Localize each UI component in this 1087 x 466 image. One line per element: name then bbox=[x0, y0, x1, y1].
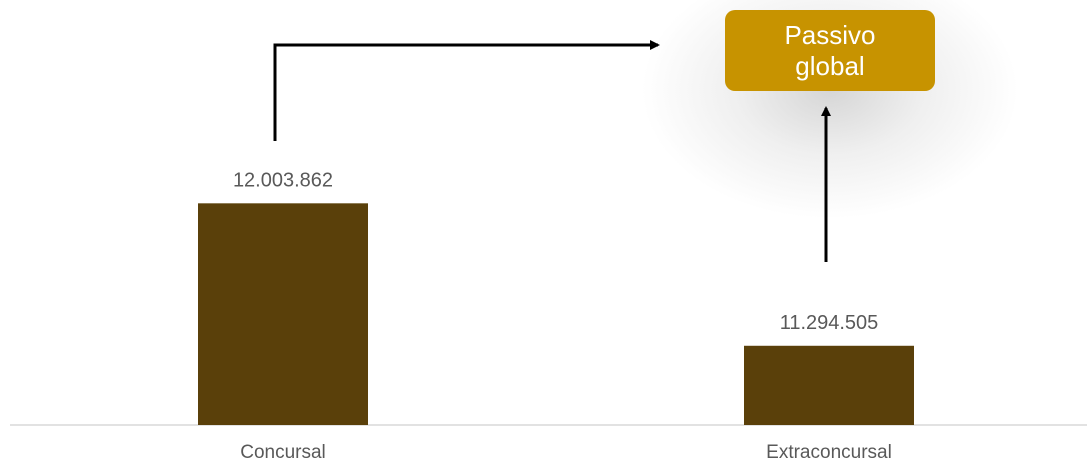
arrow-concursal-to-callout bbox=[273, 40, 660, 141]
category-label-concursal: Concursal bbox=[240, 442, 326, 463]
callout-label: Passivo global bbox=[784, 19, 876, 81]
bar-extraconcursal bbox=[744, 345, 914, 425]
category-label-extraconcursal: Extraconcursal bbox=[766, 442, 892, 463]
value-label-extraconcursal: 11.294.505 bbox=[780, 312, 879, 334]
value-label-concursal: 12.003.862 bbox=[233, 169, 333, 191]
passivo-global-callout: Passivo global bbox=[725, 10, 935, 91]
bar-concursal bbox=[198, 203, 368, 425]
